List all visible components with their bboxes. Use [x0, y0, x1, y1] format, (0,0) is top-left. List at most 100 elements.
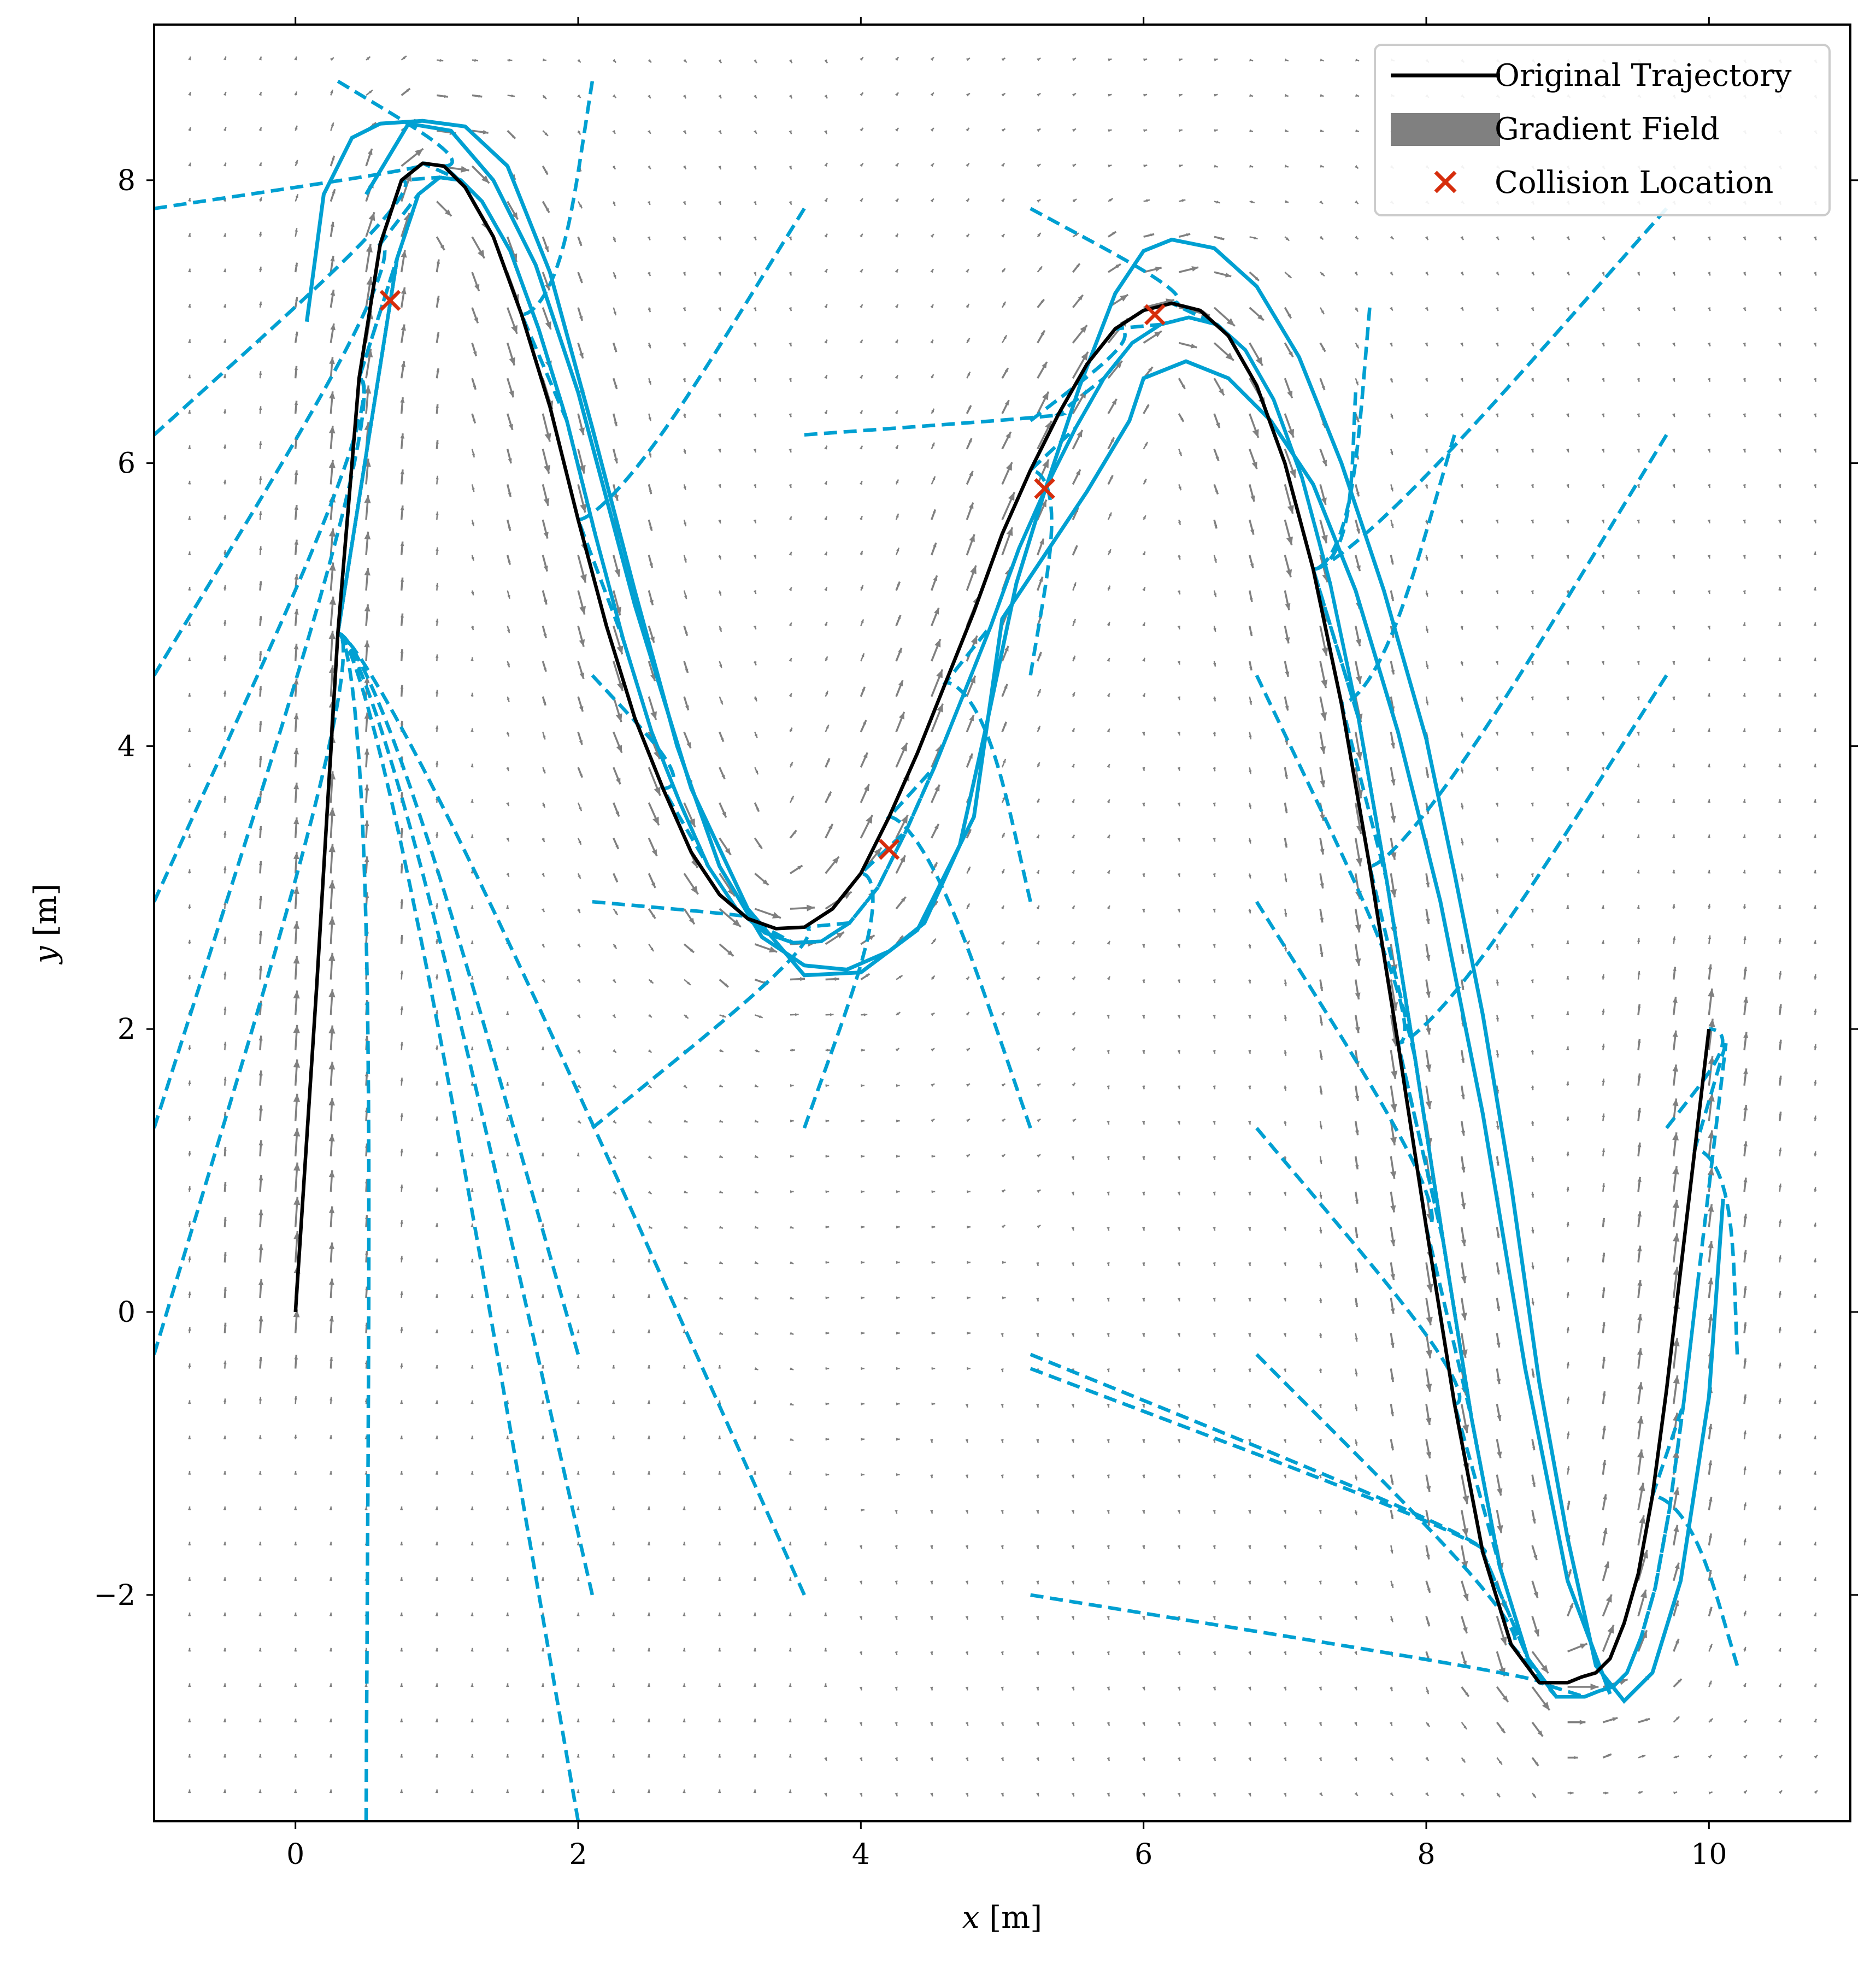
field-arrowhead: [1107, 764, 1110, 768]
field-arrowhead: [295, 160, 298, 164]
field-arrowhead: [506, 1542, 509, 1546]
field-arrowhead: [648, 344, 651, 348]
field-arrowhead: [224, 1471, 226, 1475]
field-arrowhead: [719, 1332, 723, 1334]
field-arrowhead: [471, 693, 473, 697]
field-arrowhead: [471, 1435, 473, 1439]
field-arrowhead: [1284, 1722, 1286, 1726]
field-arrowhead: [718, 237, 721, 240]
field-arrowhead: [400, 1327, 403, 1331]
field-arrowhead: [756, 1049, 760, 1052]
field-arrowhead: [436, 1045, 438, 1049]
field-arrowhead: [1001, 1757, 1003, 1761]
field-arrowhead: [683, 201, 685, 205]
field-arrowhead: [294, 644, 299, 650]
field-arrowhead: [1426, 1317, 1433, 1326]
field-arrowhead: [1248, 1793, 1251, 1797]
field-arrowhead: [224, 1613, 226, 1616]
field-arrowhead: [293, 1128, 300, 1137]
y-axis-label: y [m]: [28, 884, 63, 965]
field-arrowhead: [506, 1754, 509, 1758]
field-arrowhead: [542, 1365, 544, 1369]
field-arrowhead: [579, 807, 581, 811]
field-arrowhead: [969, 503, 974, 509]
field-arrowhead: [789, 272, 791, 275]
field-arrowhead: [471, 1613, 473, 1616]
field-arrowhead: [577, 1120, 581, 1123]
field-arrowhead: [436, 1152, 438, 1156]
field-arrowhead: [294, 1507, 297, 1510]
field-arrowhead: [683, 343, 685, 346]
field-arrowhead: [648, 1577, 650, 1581]
field-arrowhead: [542, 1683, 544, 1687]
field-arrowhead: [259, 861, 262, 865]
field-arrowhead: [789, 1613, 791, 1616]
field-arrowhead: [471, 940, 473, 944]
field-arrowhead: [790, 1261, 793, 1264]
field-arrowhead: [1142, 622, 1145, 626]
field-arrowhead: [1708, 307, 1710, 311]
field-arrowhead: [224, 1683, 226, 1687]
legend-label-gradient-field: Gradient Field: [1495, 111, 1720, 147]
field-arrowhead: [577, 59, 580, 62]
field-arrowhead: [506, 976, 509, 980]
field-arrowhead: [1605, 1791, 1608, 1794]
field-arrowhead: [683, 1683, 685, 1687]
field-arrowhead: [1142, 693, 1145, 697]
field-arrowhead: [754, 590, 756, 594]
field-arrowhead: [648, 1435, 650, 1439]
field-arrowhead: [1580, 1644, 1587, 1649]
field-arrowhead: [542, 1188, 544, 1192]
field-arrowhead: [329, 1279, 334, 1285]
field-arrowhead: [188, 1471, 191, 1475]
field-arrowhead: [1390, 1619, 1393, 1622]
field-arrowhead: [931, 57, 934, 61]
field-arrowhead: [683, 1542, 685, 1546]
field-arrowhead: [400, 1613, 403, 1616]
field-arrowhead: [511, 325, 517, 334]
field-arrowhead: [400, 1220, 403, 1224]
field-arrowhead: [224, 1754, 226, 1758]
field-arrowhead: [1072, 1083, 1075, 1087]
field-arrowhead: [542, 1719, 544, 1722]
field-arrowhead: [436, 1010, 438, 1014]
field-arrowhead: [1778, 237, 1781, 240]
field-arrowhead: [436, 1223, 438, 1227]
field-arrowhead: [577, 1435, 579, 1439]
field-arrowhead: [471, 1507, 473, 1510]
field-arrowhead: [509, 424, 513, 430]
field-arrowhead: [931, 163, 934, 167]
field-arrowhead: [328, 1062, 335, 1070]
field-arrowhead: [895, 128, 898, 132]
field-arrowhead: [648, 237, 650, 240]
field-arrowhead: [966, 1722, 968, 1726]
field-arrowhead: [471, 1329, 473, 1333]
field-arrowhead: [506, 1577, 509, 1581]
field-arrowhead: [542, 1542, 544, 1546]
field-arrowhead: [330, 1613, 332, 1616]
field-arrowhead: [436, 974, 438, 978]
field-arrowhead: [970, 566, 977, 574]
y-tick-label: 8: [117, 164, 136, 197]
field-arrowhead: [542, 1117, 544, 1121]
field-arrowhead: [400, 1754, 403, 1758]
field-arrowhead: [330, 1471, 332, 1475]
field-arrowhead: [1672, 272, 1675, 275]
field-arrowhead: [330, 1648, 332, 1652]
field-arrowhead: [1743, 307, 1745, 311]
field-arrowhead: [790, 1226, 793, 1228]
field-arrowhead: [1039, 539, 1044, 545]
field-arrowhead: [188, 1790, 191, 1793]
field-arrowhead: [1461, 1313, 1467, 1320]
field-arrowhead: [328, 953, 335, 961]
field-arrowhead: [224, 1648, 226, 1652]
field-arrowhead: [579, 279, 582, 283]
field-arrowhead: [754, 1719, 756, 1722]
field-arrowhead: [471, 657, 473, 661]
field-arrowhead: [896, 1367, 900, 1370]
field-arrowhead: [188, 1507, 191, 1510]
field-arrowhead: [1252, 429, 1259, 438]
field-arrowhead: [188, 1613, 191, 1616]
field-arrowhead: [683, 1471, 685, 1475]
